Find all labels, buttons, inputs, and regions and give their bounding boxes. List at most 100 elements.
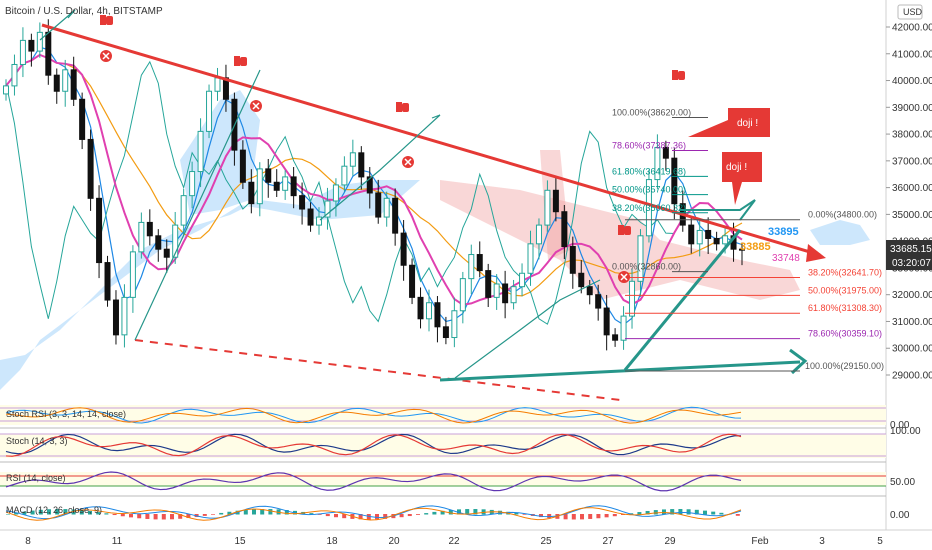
symbol-title: Bitcoin / U.S. Dollar, 4h, BITSTAMP bbox=[5, 6, 163, 17]
macd-bar bbox=[96, 512, 101, 515]
fib-label: 0.00%(34800.00) bbox=[808, 210, 877, 220]
candle bbox=[612, 328, 619, 347]
fib-label: 61.80%(31308.30) bbox=[808, 303, 882, 313]
macd-bar bbox=[104, 513, 109, 515]
candle bbox=[112, 290, 119, 345]
level-label-orange: 33885 bbox=[740, 241, 771, 253]
fib-level: 38.20%(32641.70) bbox=[625, 268, 882, 279]
macd-bar bbox=[88, 511, 92, 515]
time-tick: 3 bbox=[819, 536, 825, 547]
fib-level: 78.60%(37387.36) bbox=[612, 140, 708, 151]
candle bbox=[409, 258, 416, 305]
candle bbox=[273, 169, 280, 197]
fib-retracement-right[interactable]: 0.00%(34800.00) 38.20%(32641.70) 50.00%(31… bbox=[625, 210, 884, 372]
red-descending-trendline[interactable] bbox=[41, 23, 821, 257]
candle bbox=[578, 260, 585, 294]
macd-bar bbox=[703, 510, 707, 515]
fib-level: 61.80%(36419.68) bbox=[612, 166, 708, 177]
candle bbox=[620, 306, 627, 350]
candle bbox=[96, 185, 103, 279]
macd-bar bbox=[694, 509, 699, 515]
time-tick: 15 bbox=[234, 536, 246, 547]
macd-bar bbox=[547, 514, 552, 519]
candle bbox=[688, 218, 695, 254]
fib-level: 50.00%(35740.00) bbox=[612, 185, 708, 196]
doji-callout-1[interactable]: doji ! bbox=[688, 108, 770, 137]
candle bbox=[79, 92, 86, 150]
macd-bar bbox=[588, 514, 593, 519]
candle bbox=[290, 167, 297, 209]
fib-label: 78.60%(30359.10) bbox=[808, 329, 882, 339]
candle bbox=[468, 244, 475, 295]
time-tick: 25 bbox=[540, 536, 552, 547]
candle bbox=[654, 134, 661, 190]
level-label-blue: 33895 bbox=[768, 226, 799, 238]
macd-bar bbox=[145, 514, 150, 519]
fib-level: 0.00%(32860.00) bbox=[612, 262, 708, 273]
macd-bar bbox=[260, 509, 265, 515]
green-rising-trendline[interactable] bbox=[623, 229, 742, 371]
candle bbox=[19, 27, 26, 78]
macd-bar bbox=[219, 512, 224, 515]
candle bbox=[375, 179, 382, 224]
current-price-tag: 33685.15 03:20:07 bbox=[886, 240, 932, 270]
candle bbox=[510, 279, 517, 310]
current-price: 33685.15 bbox=[890, 244, 932, 255]
candle bbox=[316, 207, 323, 235]
macd-bar bbox=[653, 510, 658, 515]
candle bbox=[129, 245, 136, 313]
red-dashed-support[interactable] bbox=[134, 339, 621, 401]
macd-bar bbox=[317, 514, 322, 515]
rsi-pane[interactable]: RSI (14, close) 50.00 bbox=[0, 471, 915, 492]
candles bbox=[3, 19, 745, 351]
stoch-pane[interactable]: Stoch (14, 3, 3) 100.00 bbox=[0, 426, 921, 458]
x-marker-icon bbox=[100, 50, 630, 283]
candle bbox=[62, 59, 69, 107]
time-tick: 22 bbox=[448, 536, 460, 547]
candle bbox=[299, 182, 306, 225]
macd-bar bbox=[432, 511, 437, 515]
macd-bar bbox=[161, 514, 166, 520]
macd-bar bbox=[448, 509, 453, 515]
candle bbox=[535, 218, 542, 260]
candle bbox=[713, 231, 720, 251]
stoch-title: Stoch (14, 3, 3) bbox=[6, 436, 68, 446]
level-label-pink: 33748 bbox=[772, 253, 800, 264]
doji-callout-2[interactable]: doji ! bbox=[722, 152, 762, 205]
candle bbox=[146, 209, 153, 246]
macd-bar bbox=[47, 509, 51, 515]
green-arrow-low bbox=[454, 279, 601, 379]
macd-bar bbox=[112, 514, 117, 516]
fib-retracement-left[interactable]: 100.00%(38620.00) 78.60%(37387.36) 61.80%(… bbox=[612, 107, 708, 273]
macd-bar bbox=[670, 509, 675, 515]
green-support-line[interactable] bbox=[439, 360, 801, 382]
red-trendline-arrowhead bbox=[806, 244, 826, 262]
candle bbox=[595, 284, 602, 321]
macd-pane[interactable]: MACD (12, 26, close, 9) 0.00 bbox=[5, 505, 910, 521]
stoch-rsi-title: Stoch RSI (3, 3, 14, 14, close) bbox=[6, 409, 126, 419]
candle bbox=[189, 161, 196, 209]
time-axis: 8 11 15 18 20 22 25 27 29 Feb 3 5 bbox=[25, 536, 883, 547]
price-tick: 30000.00 bbox=[892, 344, 932, 355]
price-axis-panel[interactable] bbox=[886, 0, 932, 550]
price-tick: 42000.00 bbox=[892, 23, 932, 34]
candle bbox=[341, 156, 348, 192]
green-arrow-upper bbox=[39, 9, 76, 41]
fib-level: 50.00%(31975.00) bbox=[625, 285, 882, 296]
macd-bar bbox=[735, 514, 740, 516]
candle bbox=[307, 202, 314, 232]
macd-bar bbox=[686, 509, 691, 515]
stoch-rsi-pane[interactable]: Stoch RSI (3, 3, 14, 14, close) 0.00 bbox=[0, 405, 910, 431]
candle bbox=[527, 230, 534, 286]
currency-button[interactable] bbox=[897, 4, 923, 20]
price-tick: 38000.00 bbox=[892, 130, 932, 141]
fib-label: 100.00%(29150.00) bbox=[805, 361, 884, 371]
macd-bar bbox=[38, 509, 43, 515]
candle bbox=[569, 236, 576, 289]
candle bbox=[400, 220, 407, 281]
price-tick: 37000.00 bbox=[892, 156, 932, 167]
fib-level: 78.60%(30359.10) bbox=[625, 329, 882, 340]
candle bbox=[138, 212, 145, 259]
time-tick: 11 bbox=[112, 536, 123, 547]
